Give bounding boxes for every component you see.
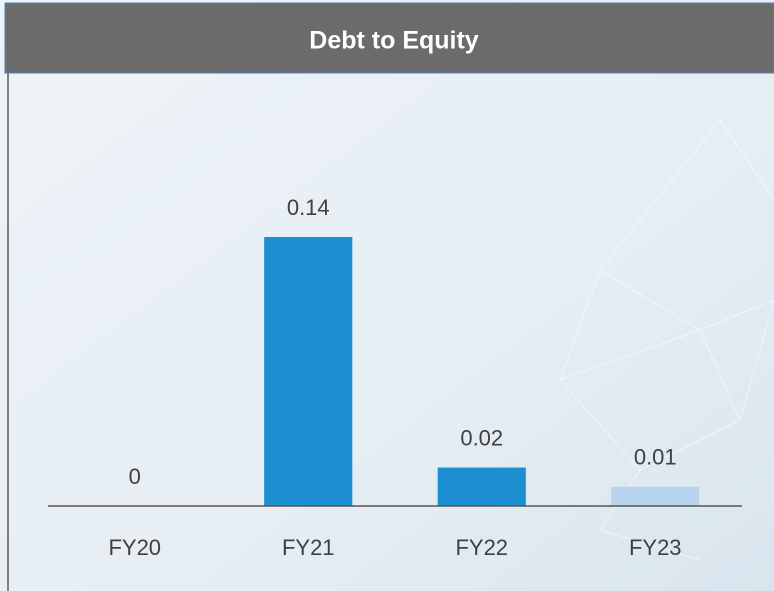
data-label: 0 bbox=[129, 464, 141, 489]
data-label: 0.02 bbox=[460, 425, 503, 450]
title-bar bbox=[4, 2, 774, 74]
data-label: 0.14 bbox=[287, 195, 330, 220]
x-tick-label: FY22 bbox=[455, 535, 508, 560]
x-tick-label: FY21 bbox=[282, 535, 335, 560]
x-tick-label: FY23 bbox=[629, 535, 682, 560]
x-tick-label: FY20 bbox=[108, 535, 161, 560]
bar bbox=[264, 237, 353, 506]
bar bbox=[437, 467, 526, 506]
data-label: 0.01 bbox=[634, 445, 677, 470]
bar bbox=[611, 486, 700, 506]
decoration bbox=[559, 119, 774, 561]
chart-title: Debt to Equity bbox=[309, 27, 479, 55]
